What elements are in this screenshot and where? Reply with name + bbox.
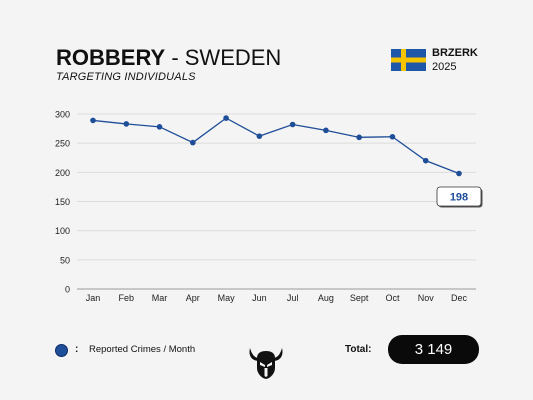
series-line: [92, 117, 460, 175]
data-point: [389, 133, 396, 140]
total-value-badge: 3 149: [388, 335, 479, 364]
total-label: Total:: [345, 344, 372, 355]
y-tick-label: 200: [55, 168, 70, 178]
brand-name: BRZERK: [432, 47, 478, 59]
data-point: [323, 127, 329, 134]
legend-separator: :: [75, 344, 79, 355]
data-point: [190, 139, 196, 146]
title-crime-type: ROBBERY: [56, 45, 166, 70]
x-tick-label: Aug: [318, 293, 334, 303]
x-tick-label: Feb: [119, 293, 135, 303]
data-point: [223, 115, 229, 121]
x-tick-label: Sept: [350, 293, 369, 303]
data-point: [156, 124, 163, 130]
data-point: [456, 170, 462, 177]
x-tick-label: Apr: [186, 293, 200, 303]
y-tick-label: 150: [55, 197, 70, 207]
total-value: 3 149: [414, 341, 453, 358]
report-year: 2025: [432, 61, 457, 73]
chart-title: ROBBERY - SWEDEN: [56, 46, 281, 70]
chart-subtitle: TARGETING INDIVIDUALS: [56, 71, 196, 83]
sweden-flag-icon: [391, 49, 426, 71]
data-point: [289, 121, 296, 128]
title-country: - SWEDEN: [165, 45, 282, 70]
data-point: [123, 121, 130, 127]
data-point: [90, 117, 96, 124]
y-tick-label: 0: [65, 285, 70, 295]
legend-marker: [55, 344, 68, 357]
data-point: [256, 133, 263, 139]
y-tick-label: 100: [55, 226, 70, 236]
data-point: [356, 134, 362, 141]
x-tick-label: May: [218, 293, 236, 303]
callout-value: 198: [450, 192, 468, 204]
x-tick-label: Jan: [86, 293, 101, 303]
callout-box: [436, 186, 482, 207]
y-tick-label: 250: [55, 139, 70, 149]
horned-helmet-icon: [249, 348, 283, 379]
x-tick-label: Oct: [385, 293, 400, 303]
y-tick-label: 50: [60, 255, 70, 265]
x-tick-label: Mar: [152, 293, 168, 303]
x-tick-label: Jun: [252, 293, 267, 303]
x-tick-label: Jul: [287, 293, 299, 303]
y-tick-label: 300: [55, 110, 70, 120]
data-point: [422, 157, 429, 164]
x-tick-label: Nov: [418, 293, 435, 303]
x-tick-label: Dec: [451, 293, 468, 303]
legend-label: Reported Crimes / Month: [89, 344, 196, 355]
